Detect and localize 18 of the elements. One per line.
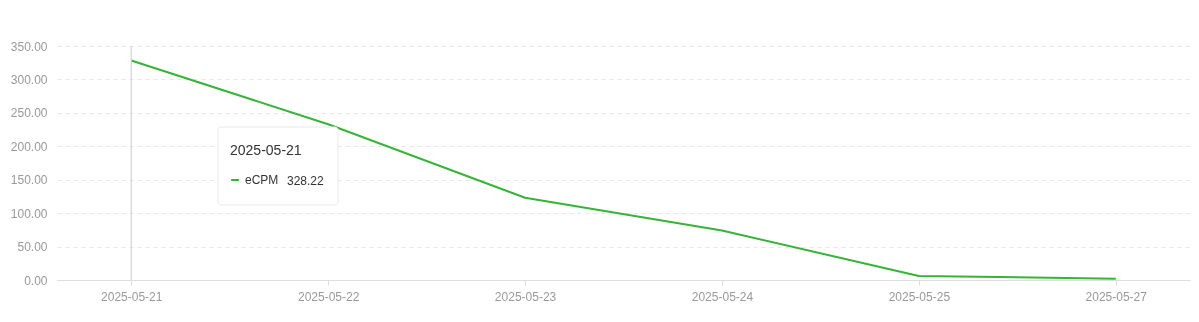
legend-label: eCPM: [245, 173, 279, 187]
annotation: 328.22: [287, 174, 325, 188]
y-tick-label: 200.00: [10, 139, 48, 154]
y-tick-label: 250.00: [10, 106, 48, 121]
line-series: [130, 59, 1117, 280]
y-tick-label: 0.00: [24, 273, 48, 288]
x-tick-label: 2025-05-22: [297, 289, 360, 304]
x-tick-label: 2025-05-25: [888, 289, 951, 304]
x-tick-label: 2025-05-21: [101, 289, 163, 304]
y-tick-label: 350.00: [10, 39, 48, 54]
y-tick-label: 150.00: [10, 173, 48, 188]
x-tick-label: 2025-05-27: [1085, 289, 1148, 304]
y-tick-label: 300.00: [10, 72, 48, 87]
x-tick-label: 2025-05-24: [691, 289, 754, 304]
x-tick-label: 2025-05-23: [494, 289, 557, 304]
y-tick-label: 50.00: [17, 240, 48, 255]
annotation: 2025-05-21: [230, 142, 302, 158]
y-tick-label: 100.00: [10, 206, 48, 221]
